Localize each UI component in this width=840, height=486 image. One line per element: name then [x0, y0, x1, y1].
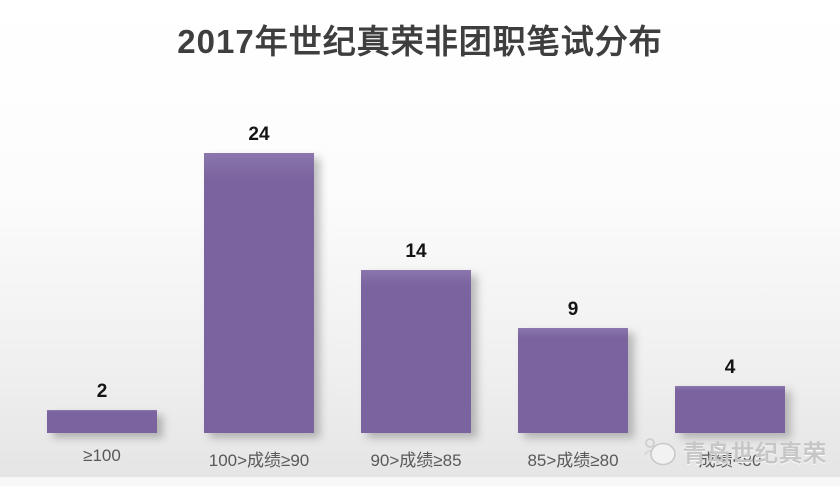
bar	[518, 328, 628, 433]
chart-title: 2017年世纪真荣非团职笔试分布	[177, 23, 663, 60]
category-label: 100>成绩≥90	[208, 451, 310, 470]
category-label: ≥100	[83, 446, 121, 465]
category-label: 85>成绩≥80	[527, 451, 619, 470]
bar-value-label: 24	[248, 124, 270, 145]
bar-value-label: 14	[405, 241, 427, 262]
category-label: 90>成绩≥85	[370, 451, 462, 470]
bar	[361, 270, 471, 433]
category-label: 成绩<80	[698, 451, 762, 470]
bar	[204, 153, 314, 433]
bar-value-label: 4	[724, 357, 736, 378]
bar	[47, 410, 157, 433]
watermark-text: 青岛世纪真荣	[683, 440, 827, 466]
bar-value-label: 2	[96, 381, 108, 402]
watermark: 青岛世纪真荣	[642, 434, 827, 468]
watermark-logo-icon	[644, 438, 676, 466]
bar-value-label: 9	[567, 299, 579, 320]
bar	[675, 386, 785, 433]
slide-bottom-edge	[0, 477, 840, 486]
